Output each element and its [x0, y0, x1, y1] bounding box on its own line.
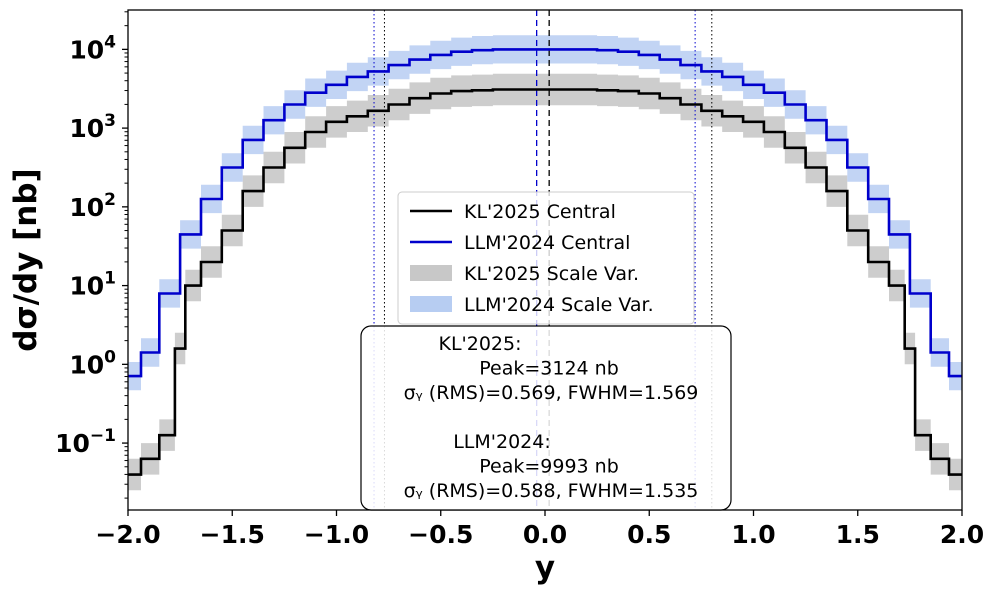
stats-line: Peak=9993 nb	[479, 456, 619, 478]
stats-line: Peak=3124 nb	[479, 358, 619, 380]
y-tick-label: 104	[69, 32, 116, 64]
legend-entry-label: LLM'2024 Scale Var.	[464, 294, 654, 316]
x-axis-ticks: −2.0 −1.5 −1.0 −0.5 0.0 0.5 1.0 1.5 2.0	[95, 510, 984, 549]
y-tick-label: 10−1	[55, 426, 116, 458]
x-tick-label: 1.0	[731, 520, 775, 549]
y-tick-label: 100	[69, 347, 116, 379]
stats-line: LLM'2024:	[453, 431, 551, 453]
x-tick-label: 1.5	[836, 520, 880, 549]
legend: KL'2025 Central LLM'2024 Central KL'2025 S…	[397, 191, 695, 325]
x-tick-label: −2.0	[95, 520, 160, 549]
x-tick-label: 0.5	[627, 520, 671, 549]
legend-entry-label: KL'2025 Scale Var.	[464, 263, 639, 285]
legend-frame	[397, 191, 695, 325]
x-tick-label: −1.5	[200, 520, 265, 549]
stats-line: σᵧ (RMS)=0.588, FWHM=1.535	[404, 480, 699, 502]
x-tick-label: −0.5	[408, 520, 473, 549]
central-curve-1	[128, 48, 962, 378]
y-axis-ticks: 10−1 100 101 102 103 104	[55, 11, 128, 499]
y-tick-label: 102	[69, 190, 116, 222]
legend-patch-handle	[410, 265, 452, 281]
stats-line: KL'2025:	[438, 333, 521, 355]
x-axis-label: y	[535, 550, 555, 586]
x-tick-label: 0.0	[523, 520, 567, 549]
central-curves	[128, 48, 962, 476]
y-axis-label: dσ/dy [nb]	[8, 168, 44, 351]
legend-entry-label: KL'2025 Central	[464, 201, 616, 223]
y-tick-label: 103	[69, 111, 116, 143]
x-tick-label: −1.0	[304, 520, 369, 549]
legend-patch-handle	[410, 296, 452, 312]
central-curve-0	[128, 88, 962, 476]
x-tick-label: 2.0	[940, 520, 984, 549]
stats-line: σᵧ (RMS)=0.569, FWHM=1.569	[404, 382, 699, 404]
stats-box-frame	[360, 325, 732, 511]
legend-entry-label: LLM'2024 Central	[464, 232, 630, 254]
y-tick-label: 101	[69, 269, 116, 301]
